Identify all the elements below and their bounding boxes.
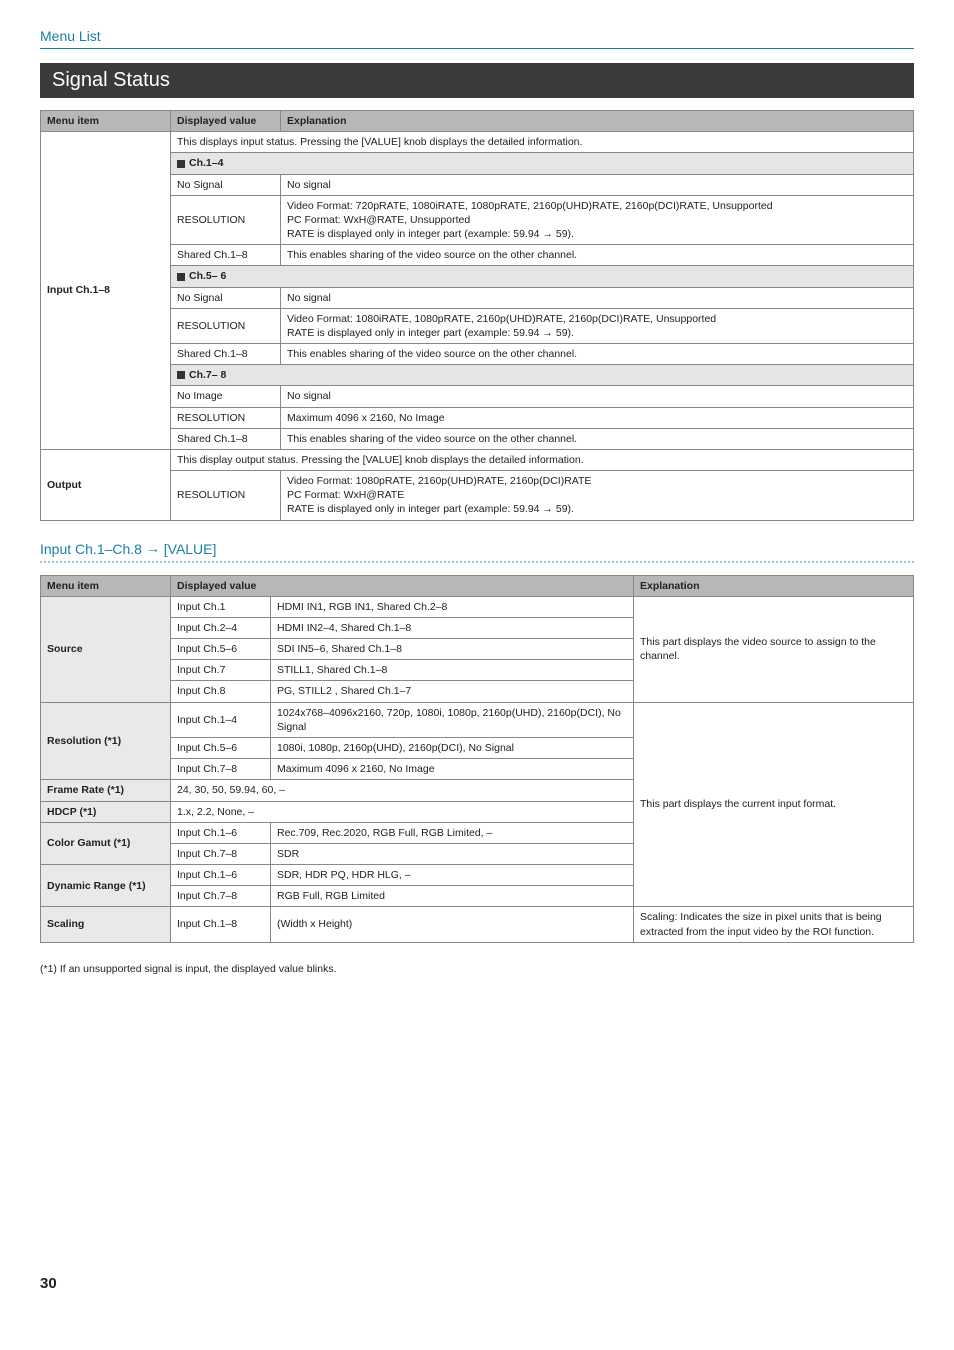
subsection-suffix: [VALUE] [160,541,217,557]
dotted-divider [40,561,914,563]
dv: Input Ch.1 [171,596,271,617]
row-dynrange: Dynamic Range (*1) [41,865,171,907]
dv: Input Ch.7–8 [171,886,271,907]
dv2: 1024x768–4096x2160, 720p, 1080i, 1080p, … [271,702,634,737]
section-ch5-6: Ch.5– 6 [171,266,914,287]
row-scaling: Scaling [41,907,171,942]
exp: This enables sharing of the video source… [281,344,914,365]
input-intro: This displays input status. Pressing the… [171,132,914,153]
row-output: Output [41,449,171,520]
col-displayed-value: Displayed value [171,575,634,596]
exp-scaling: Scaling: Indicates the size in pixel uni… [634,907,914,942]
dv: RESOLUTION [171,407,281,428]
dv2: (Width x Height) [271,907,634,942]
exp: This enables sharing of the video source… [281,428,914,449]
row-framerate: Frame Rate (*1) [41,780,171,801]
dv: Shared Ch.1–8 [171,344,281,365]
col-menu-item: Menu item [41,575,171,596]
exp: Video Format: 720pRATE, 1080iRATE, 1080p… [281,195,914,245]
row-input-ch: Input Ch.1–8 [41,132,171,450]
exp-source: This part displays the video source to a… [634,596,914,702]
dv: RESOLUTION [171,195,281,245]
dv: Input Ch.2–4 [171,617,271,638]
dv2: HDMI IN1, RGB IN1, Shared Ch.2–8 [271,596,634,617]
dv: Input Ch.7–8 [171,843,271,864]
dv: Input Ch.1–6 [171,865,271,886]
input-value-table: Menu item Displayed value Explanation So… [40,575,914,943]
dv2: SDR [271,843,634,864]
exp: This enables sharing of the video source… [281,245,914,266]
dv2: STILL1, Shared Ch.1–8 [271,660,634,681]
menu-list-header: Menu List [40,28,914,49]
dv: No Signal [171,287,281,308]
exp-format: This part displays the current input for… [634,702,914,907]
section-ch1-4: Ch.1–4 [171,153,914,174]
subsection-input-value: Input Ch.1–Ch.8 → [VALUE] [40,541,914,557]
dv: Input Ch.5–6 [171,639,271,660]
exp: Video Format: 1080iRATE, 1080pRATE, 2160… [281,308,914,343]
dv: 1.x, 2.2, None, – [171,801,634,822]
section-ch7-8: Ch.7– 8 [171,365,914,386]
dv: Input Ch.8 [171,681,271,702]
dv: Input Ch.7 [171,660,271,681]
exp: No signal [281,287,914,308]
row-resolution: Resolution (*1) [41,702,171,780]
exp: No signal [281,386,914,407]
dv: Shared Ch.1–8 [171,245,281,266]
exp: Maximum 4096 x 2160, No Image [281,407,914,428]
arrow-icon: → [146,540,160,556]
dv: Input Ch.1–4 [171,702,271,737]
dv2: RGB Full, RGB Limited [271,886,634,907]
dv2: Rec.709, Rec.2020, RGB Full, RGB Limited… [271,822,634,843]
dv: Shared Ch.1–8 [171,428,281,449]
col-menu-item: Menu item [41,111,171,132]
signal-status-table: Menu item Displayed value Explanation In… [40,110,914,521]
row-hdcp: HDCP (*1) [41,801,171,822]
col-explanation: Explanation [634,575,914,596]
dv: Input Ch.7–8 [171,759,271,780]
dv2: PG, STILL2 , Shared Ch.1–7 [271,681,634,702]
dv: Input Ch.5–6 [171,737,271,758]
subsection-prefix: Input Ch.1–Ch.8 [40,541,146,557]
output-intro: This display output status. Pressing the… [171,449,914,470]
dv2: SDI IN5–6, Shared Ch.1–8 [271,639,634,660]
dv: RESOLUTION [171,308,281,343]
exp: Video Format: 1080pRATE, 2160p(UHD)RATE,… [281,471,914,521]
dv2: Maximum 4096 x 2160, No Image [271,759,634,780]
dv2: SDR, HDR PQ, HDR HLG, – [271,865,634,886]
dv: No Signal [171,174,281,195]
col-explanation: Explanation [281,111,914,132]
signal-status-title: Signal Status [40,63,914,98]
dv: 24, 30, 50, 59.94, 60, – [171,780,634,801]
dv: No Image [171,386,281,407]
row-colorgamut: Color Gamut (*1) [41,822,171,864]
dv: Input Ch.1–6 [171,822,271,843]
dv: Input Ch.1–8 [171,907,271,942]
page-number: 30 [40,1275,914,1292]
dv: RESOLUTION [171,471,281,521]
row-source: Source [41,596,171,702]
exp: No signal [281,174,914,195]
dv2: 1080i, 1080p, 2160p(UHD), 2160p(DCI), No… [271,737,634,758]
dv2: HDMI IN2–4, Shared Ch.1–8 [271,617,634,638]
col-displayed-value: Displayed value [171,111,281,132]
footnote: (*1) If an unsupported signal is input, … [40,963,914,975]
